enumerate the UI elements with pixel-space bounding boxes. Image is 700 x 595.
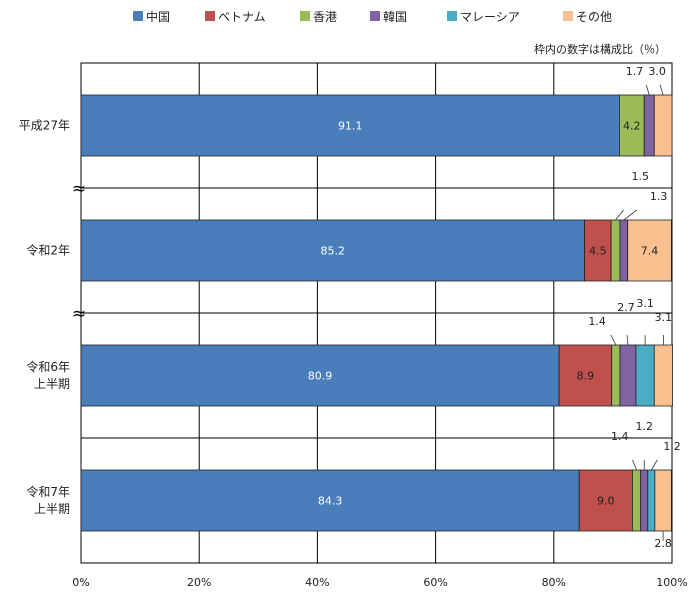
data-label: 85.2: [321, 245, 346, 258]
bar-segment: [640, 469, 649, 532]
data-label: 1.5: [632, 170, 650, 183]
leader-line: [645, 84, 650, 96]
data-label: 4.2: [623, 120, 641, 133]
x-tick-label: 20%: [187, 576, 211, 589]
category-label: 令和2年: [26, 243, 70, 258]
bar-segment: [578, 469, 633, 532]
data-label: 91.1: [338, 120, 363, 133]
data-label: 2.8: [654, 537, 672, 550]
x-tick-label: 100%: [656, 576, 687, 589]
legend: 中国 ベトナム 香港 韓国 マレーシア その他: [133, 9, 612, 24]
axis-break-mark: ≈: [72, 179, 86, 199]
bar-segment: [627, 219, 672, 282]
bar-segment: [558, 344, 613, 407]
category-label: 令和7年: [26, 484, 70, 499]
data-label: 3.1: [655, 311, 673, 324]
x-tick-label: 60%: [423, 576, 447, 589]
legend-label: ベトナム: [218, 10, 266, 24]
leader-line: [626, 334, 629, 346]
legend-swatch: [133, 11, 143, 21]
legend-swatch: [300, 11, 310, 21]
leader-line: [623, 209, 638, 221]
legend-swatch: [563, 11, 573, 21]
legend-label: 韓国: [383, 10, 407, 24]
x-tick-label: 0%: [72, 576, 89, 589]
bar-segment: [619, 344, 637, 407]
legend-swatch: [447, 11, 457, 21]
data-label: 2.7: [617, 301, 635, 314]
axis-break-mark: ≈: [72, 304, 86, 324]
bar-segment: [632, 469, 642, 532]
bar-segment: [584, 219, 612, 282]
data-label: 1.2: [635, 420, 653, 433]
category-label: 上半期: [34, 502, 70, 516]
leader-line: [650, 459, 658, 471]
category-label: 令和6年: [26, 359, 70, 374]
data-label: 3.0: [648, 65, 666, 78]
bar-segment: [643, 94, 655, 157]
category-label: 平成27年: [19, 119, 70, 133]
bar-segment: [80, 344, 560, 407]
data-label: 3.1: [636, 297, 654, 310]
legend-swatch: [370, 11, 380, 21]
x-axis-ticks: 0% 20% 40% 60% 80% 100%: [72, 576, 687, 589]
legend-label: 香港: [313, 10, 337, 24]
bar-segment: [80, 469, 580, 532]
chart-note: 枠内の数字は構成比（％）: [534, 42, 666, 56]
bar-segment: [611, 344, 621, 407]
data-label: 1.3: [650, 190, 668, 203]
bar-segment: [80, 94, 620, 157]
bar-segment: [653, 94, 673, 157]
data-label: 1.2: [663, 440, 681, 453]
legend-label: 中国: [146, 9, 170, 24]
x-tick-label: 40%: [305, 576, 329, 589]
data-label: 9.0: [597, 495, 615, 508]
data-label: 1.7: [626, 65, 644, 78]
data-label: 1.4: [588, 315, 606, 328]
bar-segment: [619, 219, 629, 282]
data-label: 84.3: [318, 495, 343, 508]
bar-segment: [653, 344, 673, 407]
bars: 91.1 4.2 1.7 3.0 85.2 4.5 1.51.3 7.4 80.9 8.9 1.4 2…: [80, 65, 681, 550]
bar-segment: [619, 94, 645, 157]
legend-label: その他: [576, 10, 612, 24]
legend-label: マレーシア: [460, 10, 520, 24]
bar-segment: [647, 469, 656, 532]
bar-segment: [80, 219, 585, 282]
bar-segment: [610, 219, 621, 282]
data-label: 4.5: [589, 245, 607, 258]
leader-line: [632, 459, 637, 471]
data-label: 8.9: [577, 370, 595, 383]
category-label: 上半期: [34, 377, 70, 391]
leader-line: [615, 209, 624, 221]
x-tick-label: 80%: [542, 576, 566, 589]
leader-line: [659, 84, 664, 96]
leader-line: [610, 334, 617, 346]
data-label: 1.4: [611, 430, 629, 443]
data-label: 7.4: [641, 245, 659, 258]
bar-segment: [635, 344, 655, 407]
legend-swatch: [205, 11, 215, 21]
data-label: 80.9: [308, 370, 333, 383]
bar-segment: [654, 469, 672, 532]
